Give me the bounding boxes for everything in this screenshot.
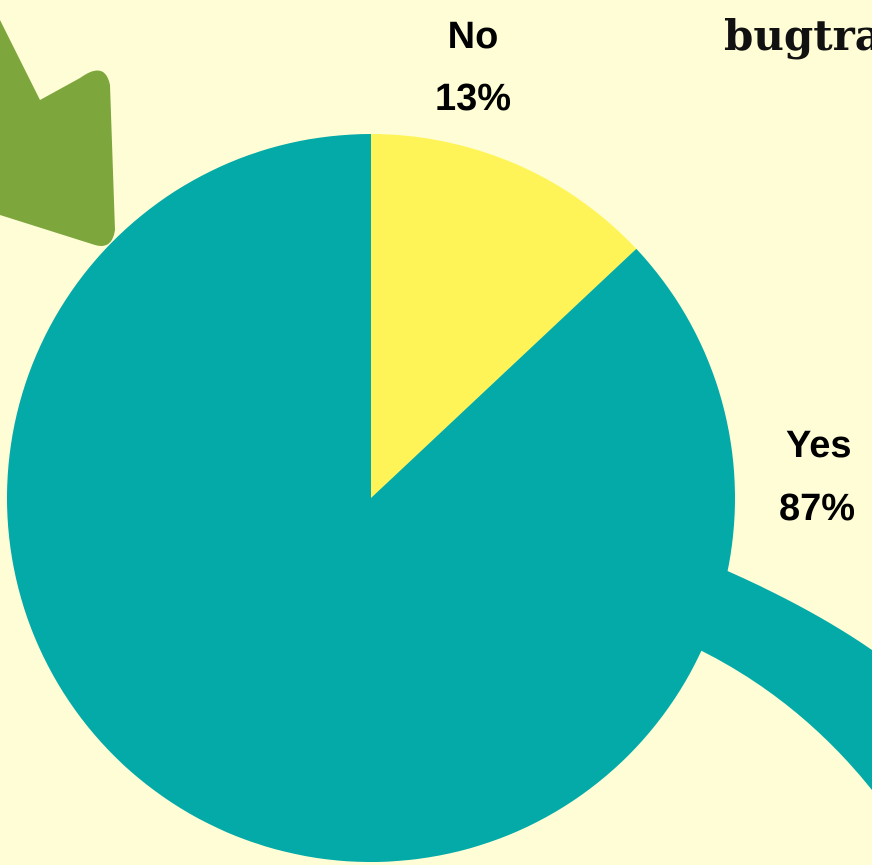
slice-label-no: No: [448, 15, 499, 57]
arrow-decoration: [0, 20, 115, 246]
pie-slice-yes: [6, 134, 736, 862]
pie-slices: [6, 134, 736, 862]
slice-value-label-yes: 87%: [779, 487, 855, 529]
chart-title: bugtra: [724, 11, 872, 60]
pie-tail-decoration: [690, 555, 872, 790]
slice-value-label-no: 13%: [435, 77, 511, 119]
pie-slice-no: [371, 134, 637, 498]
slice-label-yes: Yes: [786, 424, 852, 466]
